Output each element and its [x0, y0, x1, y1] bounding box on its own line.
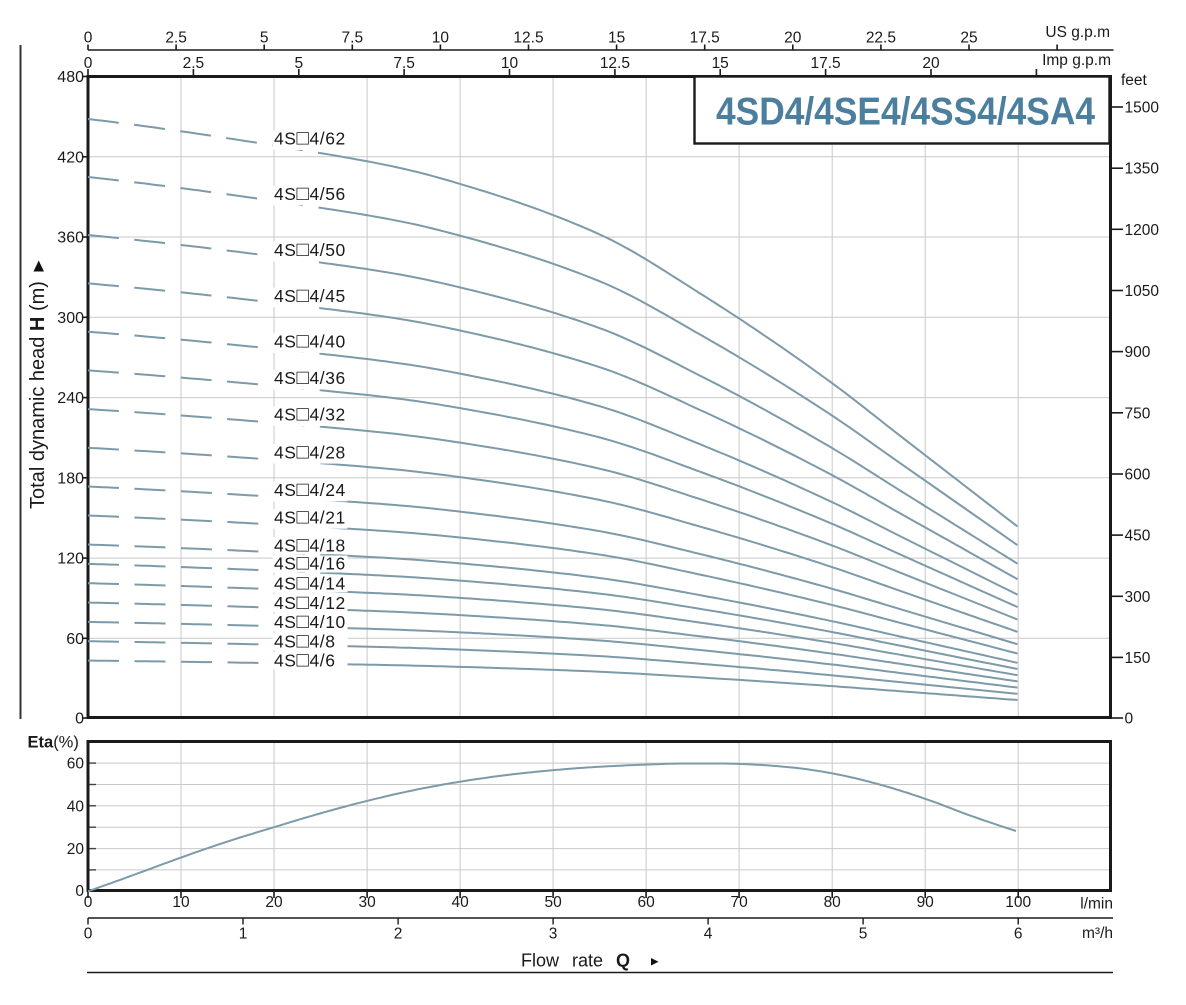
- svg-text:300: 300: [57, 310, 84, 327]
- svg-text:12.5: 12.5: [600, 55, 630, 72]
- svg-text:4S□4/12: 4S□4/12: [274, 591, 346, 614]
- svg-text:480: 480: [57, 69, 84, 86]
- svg-text:10: 10: [172, 894, 190, 911]
- svg-text:60: 60: [66, 631, 84, 648]
- svg-text:40: 40: [67, 798, 85, 815]
- svg-text:240: 240: [57, 390, 84, 407]
- svg-text:450: 450: [1125, 528, 1151, 545]
- svg-text:4S□4/10: 4S□4/10: [274, 610, 346, 633]
- svg-text:70: 70: [730, 894, 748, 911]
- svg-text:5: 5: [859, 926, 868, 943]
- svg-text:600: 600: [1125, 467, 1151, 484]
- svg-text:4S□4/6: 4S□4/6: [274, 649, 336, 672]
- svg-text:10: 10: [432, 30, 450, 47]
- svg-text:4S□4/28: 4S□4/28: [274, 440, 346, 463]
- svg-text:17.5: 17.5: [811, 55, 841, 72]
- svg-text:80: 80: [824, 894, 842, 911]
- svg-text:100: 100: [1005, 894, 1031, 911]
- svg-text:1050: 1050: [1125, 283, 1160, 300]
- svg-text:10: 10: [501, 55, 519, 72]
- svg-text:Total dynamic head H (m): Total dynamic head H (m): [27, 281, 49, 509]
- svg-text:5: 5: [260, 30, 269, 47]
- svg-text:3: 3: [549, 926, 558, 943]
- svg-text:20: 20: [922, 55, 940, 72]
- svg-text:4S□4/40: 4S□4/40: [274, 330, 346, 353]
- svg-text:40: 40: [451, 894, 469, 911]
- svg-text:4S□4/24: 4S□4/24: [274, 478, 346, 501]
- svg-text:US g.p.m: US g.p.m: [1045, 24, 1110, 41]
- svg-text:4SD4/4SE4/4SS4/4SA4: 4SD4/4SE4/4SS4/4SA4: [716, 91, 1095, 134]
- svg-text:Q: Q: [616, 951, 630, 971]
- svg-text:l/min: l/min: [1080, 896, 1113, 913]
- svg-text:Imp g.p.m: Imp g.p.m: [1042, 52, 1111, 69]
- svg-text:50: 50: [544, 894, 562, 911]
- svg-text:4S□4/50: 4S□4/50: [274, 238, 346, 261]
- svg-text:0: 0: [84, 926, 93, 943]
- svg-text:4: 4: [704, 926, 713, 943]
- svg-text:0: 0: [1125, 711, 1134, 728]
- svg-text:4S□4/21: 4S□4/21: [274, 505, 346, 528]
- svg-text:4S□4/14: 4S□4/14: [274, 572, 346, 595]
- svg-text:rate: rate: [572, 951, 603, 971]
- svg-text:15: 15: [712, 55, 729, 72]
- svg-text:300: 300: [1125, 589, 1151, 606]
- svg-text:feet: feet: [1121, 72, 1148, 89]
- svg-text:0: 0: [84, 894, 93, 911]
- svg-text:4S□4/56: 4S□4/56: [274, 182, 346, 205]
- svg-text:2: 2: [394, 926, 403, 943]
- svg-text:4S□4/16: 4S□4/16: [274, 552, 346, 575]
- svg-text:4S□4/32: 4S□4/32: [274, 403, 346, 426]
- svg-text:4S□4/36: 4S□4/36: [274, 366, 346, 389]
- svg-text:30: 30: [358, 894, 376, 911]
- svg-text:60: 60: [67, 756, 85, 773]
- svg-text:150: 150: [1125, 650, 1151, 667]
- svg-text:1500: 1500: [1125, 100, 1160, 117]
- svg-text:4S□4/62: 4S□4/62: [274, 127, 346, 150]
- svg-text:20: 20: [784, 30, 802, 47]
- svg-text:4S□4/18: 4S□4/18: [274, 533, 346, 556]
- svg-text:20: 20: [67, 841, 85, 858]
- svg-text:20: 20: [265, 894, 283, 911]
- svg-text:1: 1: [239, 926, 248, 943]
- svg-text:15: 15: [608, 30, 625, 47]
- svg-text:60: 60: [637, 894, 655, 911]
- svg-text:900: 900: [1125, 344, 1151, 361]
- svg-text:22.5: 22.5: [866, 30, 896, 47]
- svg-text:90: 90: [917, 894, 935, 911]
- svg-text:0: 0: [75, 883, 84, 900]
- svg-text:0: 0: [84, 55, 93, 72]
- svg-text:m³/h: m³/h: [1082, 925, 1113, 942]
- svg-text:2.5: 2.5: [183, 55, 205, 72]
- svg-text:4S□4/45: 4S□4/45: [274, 284, 346, 307]
- svg-text:7.5: 7.5: [342, 30, 364, 47]
- svg-text:360: 360: [57, 230, 84, 247]
- svg-text:180: 180: [57, 470, 84, 487]
- svg-text:7.5: 7.5: [393, 55, 415, 72]
- svg-text:Flow: Flow: [521, 951, 560, 971]
- svg-text:4S□4/8: 4S□4/8: [274, 629, 336, 652]
- svg-text:Eta(%): Eta(%): [28, 734, 79, 752]
- svg-text:6: 6: [1014, 926, 1023, 943]
- svg-text:750: 750: [1125, 405, 1151, 422]
- svg-text:12.5: 12.5: [513, 30, 543, 47]
- svg-text:420: 420: [57, 149, 84, 166]
- svg-text:1350: 1350: [1125, 161, 1160, 178]
- svg-text:0: 0: [75, 711, 84, 728]
- svg-text:120: 120: [57, 551, 84, 568]
- svg-text:17.5: 17.5: [690, 30, 720, 47]
- svg-text:25: 25: [960, 30, 977, 47]
- svg-text:1200: 1200: [1125, 222, 1160, 239]
- svg-text:5: 5: [294, 55, 303, 72]
- svg-text:0: 0: [84, 30, 93, 47]
- svg-text:2.5: 2.5: [165, 30, 187, 47]
